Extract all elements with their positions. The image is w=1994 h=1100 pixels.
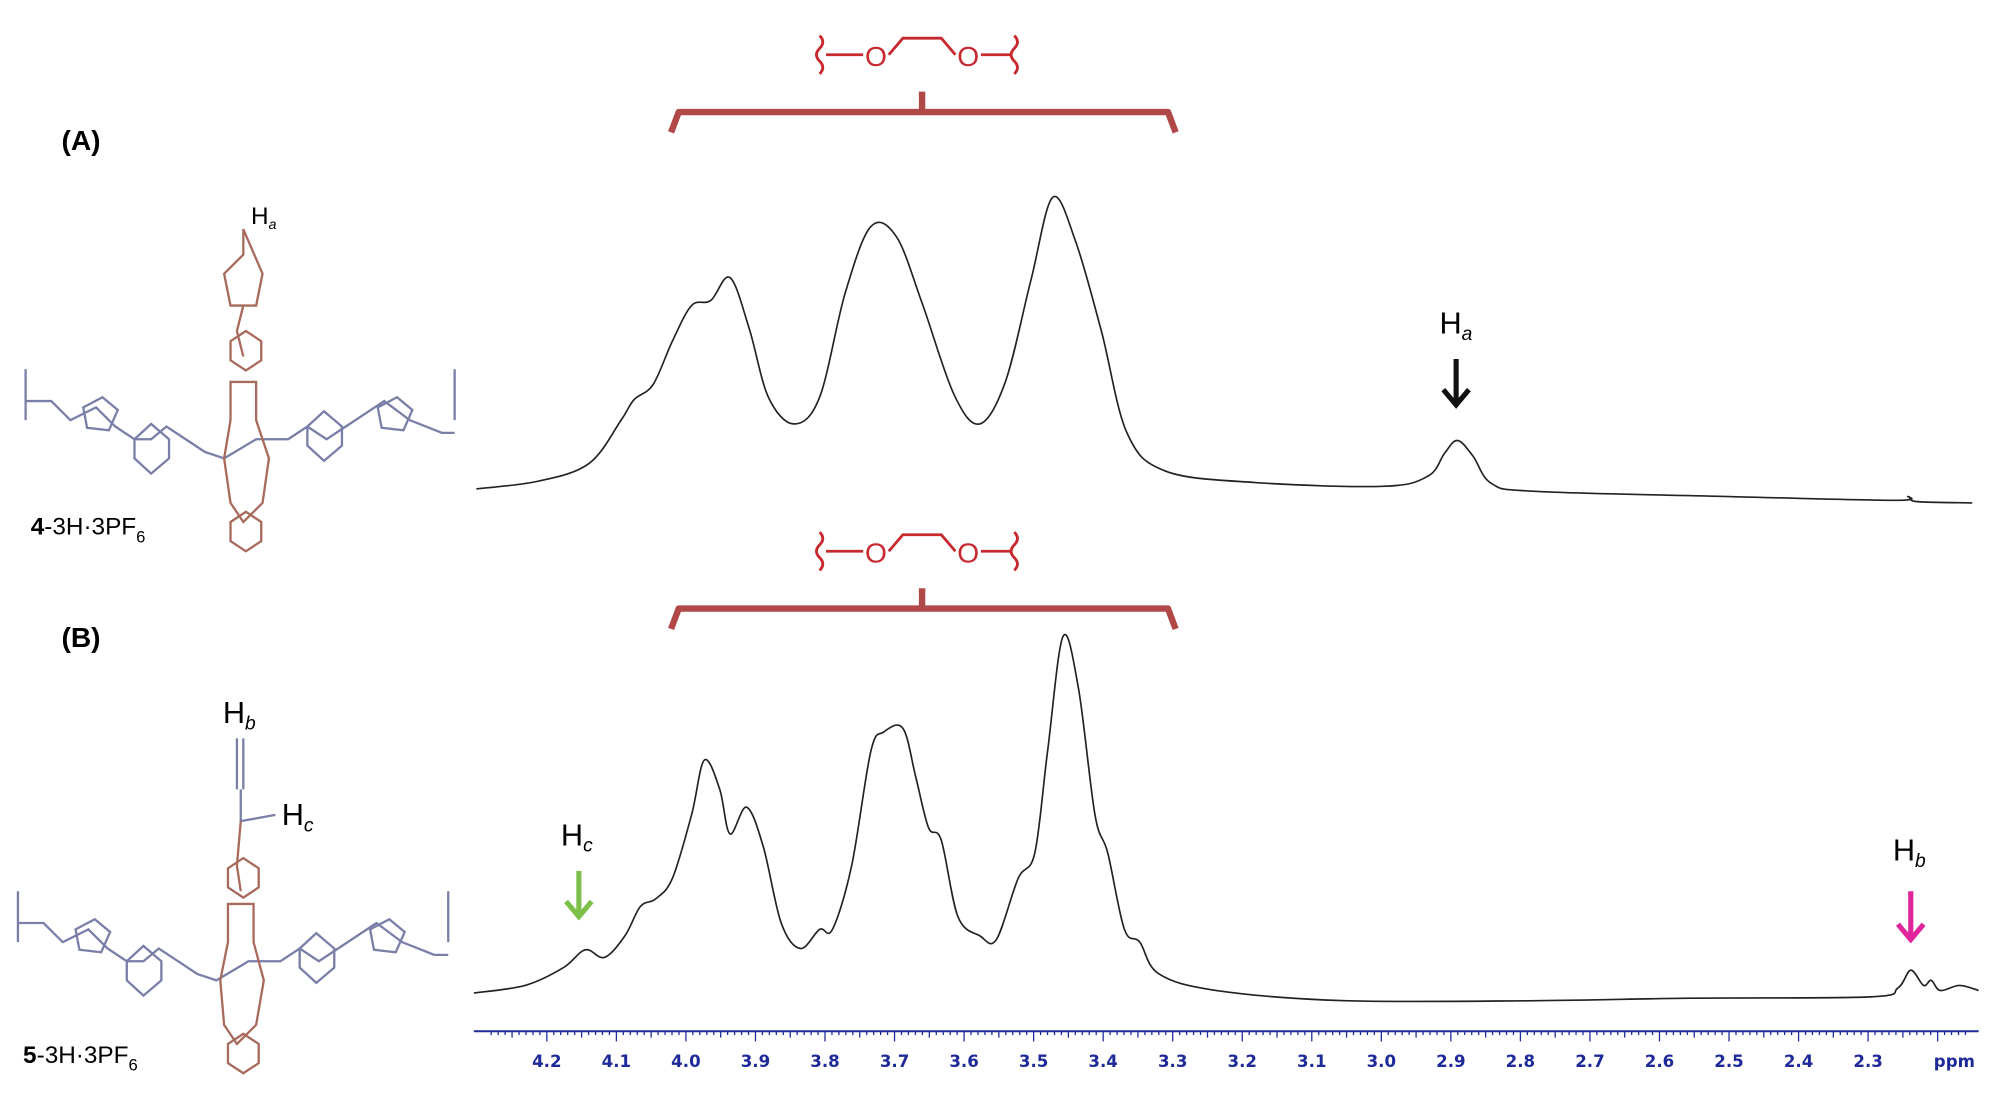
bracket: [668, 588, 1179, 631]
atom-main: H: [223, 696, 245, 730]
atom-sub: a: [269, 216, 277, 232]
tick-label: 3.4: [1088, 1052, 1117, 1071]
compound-number: 4: [31, 514, 45, 541]
tick-label: 3.7: [880, 1052, 909, 1071]
compound-name: 5-3H·3PF6: [23, 1042, 138, 1075]
tick-label: 2.7: [1575, 1052, 1604, 1071]
panel-label: (B): [61, 622, 100, 653]
molecule: Hb Hc: [16, 696, 450, 1075]
tick-label: 3.9: [741, 1052, 770, 1071]
tick-label: 3.8: [810, 1052, 839, 1071]
tick-label: 2.8: [1506, 1052, 1535, 1071]
atom-sub: c: [304, 815, 314, 836]
peak-sub: a: [1462, 324, 1473, 345]
peak-main: H: [1893, 834, 1915, 868]
atom-label: Ha: [251, 203, 277, 232]
tick-label: 4.2: [532, 1052, 561, 1071]
fragment: [815, 34, 1019, 75]
spectrum: [473, 633, 1979, 1003]
compound-rest: -3H·3PF: [37, 1042, 129, 1069]
atom-label: Hb: [223, 696, 256, 734]
peak-main: H: [1439, 307, 1461, 341]
tick-label: 2.6: [1645, 1052, 1674, 1071]
bracket: [668, 91, 1179, 134]
atom-sub: b: [245, 714, 256, 735]
bracket-group: O O: [668, 531, 1179, 631]
tick-label: 3.5: [1019, 1052, 1048, 1071]
arrow: [1441, 359, 1471, 409]
oxygen: O: [865, 538, 887, 569]
peak-sub: b: [1915, 851, 1926, 872]
spectrum: [476, 195, 1973, 504]
tick-label: 4.0: [671, 1052, 700, 1071]
oxygen: O: [957, 41, 979, 72]
arrow: [564, 870, 594, 921]
axis-ticks: 4.2 4.1 4.0 3.9 3.8 3.7 3.6 3.5 3.4 3.3 3.2 3.1 3.0 2…: [490, 1031, 1967, 1071]
atom-label: Hc: [282, 798, 314, 836]
peak-label: Hb: [1893, 834, 1926, 872]
oxygen: O: [957, 538, 979, 569]
peak-label: Ha: [1439, 307, 1472, 345]
axis-unit: ppm: [1934, 1052, 1975, 1071]
peak-sub: c: [583, 836, 593, 857]
peak-label: Hc: [561, 818, 593, 856]
tick-label: 3.0: [1367, 1052, 1396, 1071]
atom-main: H: [282, 798, 304, 832]
tick-label: 3.6: [949, 1052, 978, 1071]
bracket-group: O O: [668, 34, 1179, 134]
tick-label: 3.1: [1297, 1052, 1326, 1071]
tick-label: 2.3: [1853, 1052, 1882, 1071]
compound-sub: 6: [128, 1056, 137, 1075]
tick-label: 3.2: [1228, 1052, 1257, 1071]
compound-name: 4-3H·3PF6: [31, 514, 146, 547]
tick-label: 2.4: [1784, 1052, 1813, 1071]
compound-rest: -3H·3PF: [44, 514, 136, 541]
tick-label: 4.1: [602, 1052, 631, 1071]
tick-label: 2.9: [1436, 1052, 1465, 1071]
panel-label: (A): [61, 125, 100, 156]
tick-label: 2.5: [1714, 1052, 1743, 1071]
tick-label: 3.3: [1158, 1052, 1187, 1071]
peak-main: H: [561, 818, 583, 852]
arrow: [1895, 891, 1926, 944]
molecule: Ha: [24, 203, 456, 553]
atom-main: H: [251, 203, 269, 230]
fragment: [815, 531, 1019, 572]
oxygen: O: [865, 41, 887, 72]
compound-sub: 6: [136, 527, 145, 546]
compound-number: 5: [23, 1042, 37, 1069]
